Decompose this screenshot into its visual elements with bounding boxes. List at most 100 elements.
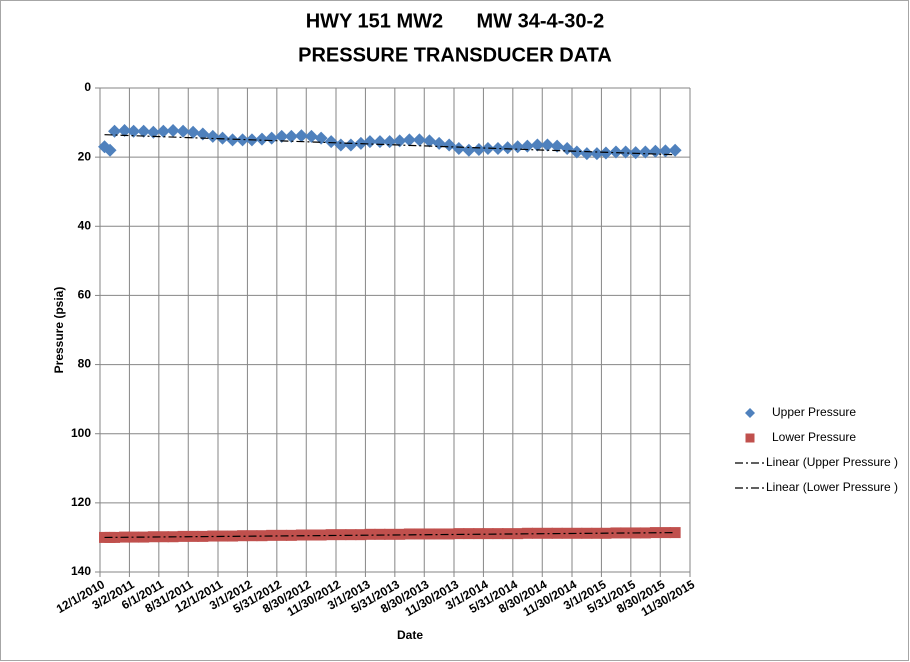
data-point: [442, 138, 456, 152]
data-point: [629, 146, 643, 160]
data-point: [452, 142, 466, 155]
data-point: [384, 528, 396, 540]
data-point: [265, 131, 279, 145]
y-axis-title: Pressure (psia): [52, 287, 66, 374]
data-point: [540, 138, 554, 152]
y-tick-label: 20: [78, 149, 92, 163]
data-point: [284, 129, 298, 143]
legend-item: Linear (Lower Pressure ): [735, 480, 898, 494]
legend-label: Linear (Lower Pressure ): [766, 480, 898, 494]
y-tick-label: 80: [78, 357, 92, 371]
data-point: [462, 143, 476, 157]
legend-marker: [745, 408, 755, 418]
data-point: [511, 140, 525, 154]
data-point: [393, 134, 407, 148]
data-point: [196, 127, 210, 141]
data-point: [512, 528, 524, 540]
data-point: [619, 145, 633, 159]
data-point: [530, 138, 544, 152]
data-point: [344, 138, 358, 152]
data-point: [103, 143, 117, 157]
data-point: [186, 125, 200, 139]
y-tick-label: 40: [78, 218, 92, 232]
y-tick-label: 60: [78, 288, 92, 302]
legend-item: Upper Pressure: [745, 405, 856, 419]
data-point: [422, 134, 436, 148]
data-point: [157, 531, 169, 543]
data-point: [423, 528, 435, 540]
data-point: [226, 133, 240, 147]
data-point: [580, 147, 594, 161]
data-point: [668, 143, 682, 157]
data-point: [324, 135, 338, 149]
data-point: [334, 138, 348, 152]
data-point: [599, 146, 613, 160]
data-point: [669, 527, 681, 539]
y-tick-label: 100: [71, 426, 91, 440]
legend-marker: [745, 433, 755, 443]
data-point: [541, 527, 553, 539]
data-point: [433, 528, 445, 540]
data-point: [638, 145, 652, 159]
data-point: [256, 530, 268, 542]
data-point: [443, 528, 455, 540]
data-point: [275, 129, 289, 143]
data-point: [237, 530, 249, 542]
data-point: [501, 141, 515, 155]
y-tick-label: 0: [84, 80, 91, 94]
y-tick-label: 120: [71, 495, 91, 509]
data-point: [345, 529, 357, 541]
data-point: [266, 529, 278, 541]
data-point: [610, 527, 622, 539]
data-point: [118, 124, 132, 138]
legend-label: Linear (Upper Pressure ): [766, 455, 898, 469]
chart-subtitle: PRESSURE TRANSDUCER DATA: [298, 44, 612, 66]
data-point: [236, 133, 250, 147]
legend-item: Lower Pressure: [745, 430, 856, 444]
data-point: [127, 124, 141, 138]
data-point: [413, 528, 425, 540]
data-point: [374, 528, 386, 540]
data-point: [285, 529, 297, 541]
data-point: [550, 139, 564, 153]
data-point: [364, 528, 376, 540]
data-point: [571, 527, 583, 539]
data-point: [560, 142, 574, 155]
data-point: [315, 529, 327, 541]
data-point: [314, 131, 328, 145]
trend-line: [104, 531, 676, 539]
data-point: [156, 124, 170, 138]
data-point: [491, 142, 505, 155]
legend-label: Upper Pressure: [772, 405, 856, 419]
data-point: [304, 129, 318, 143]
data-point: [620, 527, 632, 539]
data-point: [463, 528, 475, 540]
chart-title: HWY 151 MW2 MW 34-4-30-2: [306, 10, 605, 32]
data-point: [109, 531, 121, 543]
data-point: [609, 145, 623, 159]
x-axis-title: Date: [397, 628, 423, 642]
data-point: [146, 125, 160, 139]
data-point: [166, 124, 180, 138]
data-point: [206, 129, 220, 143]
data-point: [137, 124, 151, 138]
data-point: [305, 529, 317, 541]
data-point: [492, 528, 504, 540]
data-point: [472, 143, 486, 157]
data-point: [295, 529, 307, 541]
data-point: [363, 135, 377, 149]
data-point: [481, 142, 495, 155]
data-point: [255, 132, 269, 146]
data-point: [482, 528, 494, 540]
data-point: [394, 528, 406, 540]
data-point: [294, 129, 308, 143]
data-point: [335, 529, 347, 541]
data-point: [590, 147, 604, 161]
data-point: [453, 528, 465, 540]
data-point: [176, 124, 190, 138]
legend-item: Linear (Upper Pressure ): [735, 455, 898, 469]
data-point: [187, 530, 199, 542]
data-point: [128, 531, 140, 543]
y-tick-label: 140: [71, 564, 91, 578]
